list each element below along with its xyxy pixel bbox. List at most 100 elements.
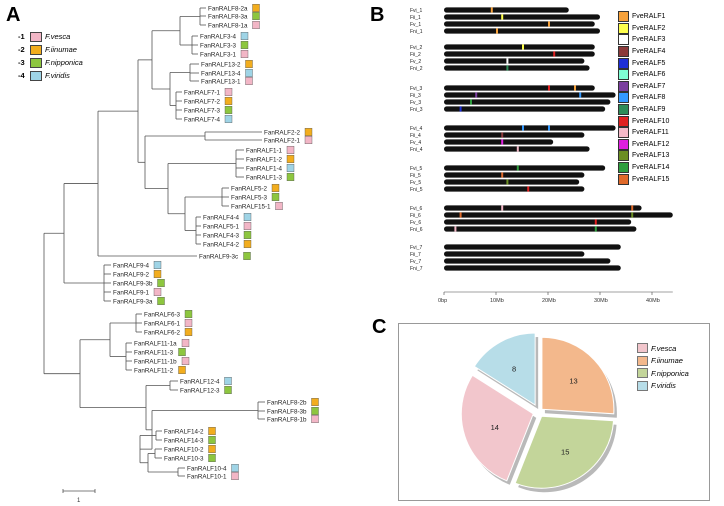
ralf-gene-mark <box>459 106 462 112</box>
tree-leaf-label: FanRALF7-2 <box>184 99 221 106</box>
species-square <box>224 114 233 123</box>
ralf-legend-name: FveRALF2 <box>632 24 666 32</box>
ralf-gene-mark <box>574 85 576 91</box>
chromosome-label: Fni_2 <box>410 66 423 72</box>
chromosome-bar <box>444 21 595 27</box>
species-square <box>271 183 280 192</box>
ralf-gene-mark <box>516 146 519 152</box>
tree-leaf-label: FanRALF10-2 <box>164 447 204 454</box>
species-square <box>286 154 295 163</box>
ralf-gene-mark <box>522 125 524 131</box>
ralf-gene-mark <box>548 21 550 27</box>
species-number: -4 <box>18 71 25 80</box>
species-swatch <box>30 44 42 55</box>
chromosome-bar <box>444 251 585 257</box>
ralf-legend-item: FveRALF4 <box>618 46 669 58</box>
ralf-legend-swatch <box>618 22 629 34</box>
species-square <box>181 357 190 366</box>
ralf-legend-swatch <box>618 69 629 81</box>
tree-leaf-label: FanRALF9-4 <box>113 263 150 270</box>
panel-label-c: C <box>372 316 387 338</box>
chromosome-bar <box>444 106 606 112</box>
chromosome-bar <box>444 212 673 218</box>
tree-leaf-label: FanRALF13-2 <box>201 62 241 69</box>
ralf-legend-item: FveRALF14 <box>618 162 669 174</box>
tree-leaf-label: FanRALF2-1 <box>264 138 301 145</box>
pie-value-label: 8 <box>512 364 516 373</box>
species-square <box>224 386 232 395</box>
pie-value-label: 15 <box>561 447 569 456</box>
ralf-gene-mark <box>594 226 597 232</box>
pie-slice <box>541 336 615 415</box>
panel-label-b: B <box>370 4 385 26</box>
chromosome-bar <box>444 58 585 64</box>
chromosome-label: Fvi_5 <box>410 166 422 172</box>
species-square <box>311 398 319 407</box>
species-square <box>271 192 280 201</box>
ralf-legend-name: FveRALF6 <box>632 71 666 79</box>
chromosome-label: Fii_7 <box>410 252 421 258</box>
chromosome-label: Fv_4 <box>410 140 421 146</box>
species-square <box>240 50 249 59</box>
species-square <box>275 201 283 210</box>
ralf-legend-name: FveRALF9 <box>632 106 666 114</box>
tree-leaf-label: FanRALF14-2 <box>164 429 204 436</box>
ralf-gene-mark <box>506 179 509 185</box>
ralf-gene-mark <box>594 219 597 225</box>
tree-leaf-label: FanRALF7-1 <box>184 90 221 97</box>
species-square <box>286 163 295 172</box>
ralf-legend-swatch <box>618 150 629 162</box>
chromosome-label: Fii_1 <box>410 15 421 21</box>
chromosome-bar <box>444 165 606 171</box>
tree-leaf-label: FanRALF15-1 <box>231 204 271 211</box>
ralf-legend-swatch <box>618 115 629 127</box>
chromosome-bar <box>444 172 585 178</box>
chromosome-bar <box>444 244 621 250</box>
ralf-legend-name: FveRALF7 <box>632 82 666 90</box>
ralf-gene-mark <box>501 139 504 145</box>
species-legend: -1 F.vesca -2 F.iinumae -3 F.nipponica -4 F.vir… <box>18 30 83 82</box>
ralf-legend-swatch <box>618 162 629 174</box>
pie-legend: F.vesca F.iinumae F.nipponica F.viridis <box>637 342 689 392</box>
chromosome-label: Fni_7 <box>410 266 423 272</box>
pie-legend-item: F.viridis <box>637 380 689 393</box>
species-name: F.vesca <box>45 32 71 41</box>
tree-leaf-label: FanRALF7-4 <box>184 117 221 124</box>
tree-leaf-label: FanRALF11-1b <box>134 359 177 366</box>
ralf-legend-swatch <box>618 57 629 69</box>
tree-leaf-label: FanRALF3-4 <box>200 34 237 41</box>
ralf-legend-swatch <box>618 104 629 116</box>
tree-leaf-label: FanRALF11-1a <box>134 341 177 348</box>
tree-leaf-label: FanRALF13-1 <box>201 79 241 86</box>
tree-leaf-label: FanRALF1-1 <box>246 148 283 155</box>
chromosome-label: Fvi_2 <box>410 45 422 51</box>
species-swatch <box>30 31 42 42</box>
pie-legend-label: F.viridis <box>651 381 676 391</box>
species-square <box>286 172 295 181</box>
chromosome-label: Fii_6 <box>410 213 421 219</box>
ralf-legend-item: FveRALF2 <box>618 22 669 35</box>
pie-legend-label: F.vesca <box>651 343 677 353</box>
species-name: F.iinumae <box>45 45 77 54</box>
species-square <box>224 87 233 96</box>
ralf-legend-item: FveRALF6 <box>618 69 669 81</box>
ralf-legend-swatch <box>618 34 629 46</box>
species-square <box>311 407 319 416</box>
chromosome-bar <box>444 186 585 192</box>
chromosome-label: Fv_3 <box>410 100 421 106</box>
species-square <box>153 261 162 270</box>
species-square <box>245 60 253 69</box>
species-square <box>153 288 162 297</box>
chrom-axis-label: 0bp <box>438 298 447 304</box>
chromosome-label: Fii_2 <box>410 52 421 58</box>
ralf-gene-mark <box>506 58 509 64</box>
species-square <box>231 472 239 481</box>
chromosome-bar <box>444 205 642 211</box>
tree-leaf-label: FanRALF7-3 <box>184 108 221 115</box>
species-square <box>157 297 165 306</box>
species-square <box>243 239 252 248</box>
chrom-axis-label: 10Mb <box>490 298 504 304</box>
species-square <box>224 377 232 386</box>
pie-legend-swatch <box>637 355 648 366</box>
tree-leaf-label: FanRALF9-3b <box>113 281 153 288</box>
